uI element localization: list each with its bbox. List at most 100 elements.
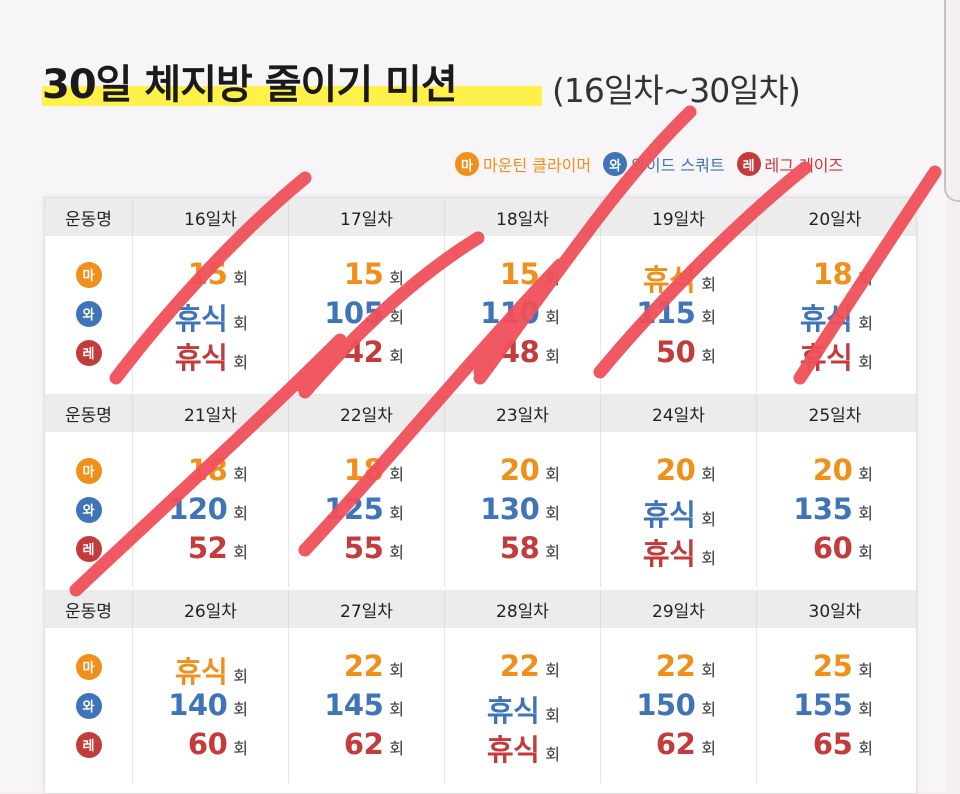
- mountain-reps: 18: [812, 257, 853, 291]
- leg-badge-icon: 레: [75, 731, 102, 758]
- mountain-value-line: 22 회: [601, 649, 756, 684]
- day-header: 18일차: [445, 198, 601, 236]
- mountain-reps: 22: [655, 649, 696, 683]
- mountain-reps: 15: [343, 257, 384, 291]
- reps-unit: 회: [545, 308, 560, 327]
- mountain-reps: 15: [187, 257, 228, 291]
- reps-unit: 회: [233, 667, 248, 686]
- reps-unit: 회: [389, 269, 404, 288]
- reps-unit: 회: [545, 465, 560, 484]
- day-cell: 18 회 125 회 55 회: [289, 432, 445, 587]
- leg-badge-icon: 레: [736, 152, 761, 176]
- mountain-value-line: 22 회: [445, 649, 600, 684]
- reps-unit: 회: [858, 543, 873, 562]
- mountain-badge-icon: 마: [75, 457, 102, 484]
- wide-reps: 휴식: [486, 694, 540, 728]
- legend-label-mountain: 마운틴 클라이머: [483, 156, 592, 175]
- mountain-badge-icon: 마: [75, 261, 102, 288]
- wide-badge-icon: 와: [75, 692, 102, 719]
- wide-value-line: 130 회: [445, 492, 600, 527]
- reps-unit: 회: [858, 465, 873, 484]
- leg-value-line: 휴식 회: [757, 335, 913, 375]
- title-highlight: [42, 86, 542, 106]
- day-cell: 25 회 155 회 65 회: [757, 628, 913, 783]
- wide-reps: 155: [793, 688, 853, 722]
- reps-unit: 회: [233, 269, 248, 288]
- mountain-value-line: 20 회: [601, 453, 756, 488]
- day-cell: 15 회 110 회 48 회: [445, 236, 601, 391]
- wide-badge-icon: 와: [603, 152, 628, 176]
- mountain-value-line: 18 회: [757, 257, 913, 292]
- mountain-value-line: 휴식 회: [601, 257, 756, 297]
- mountain-value-line: 22 회: [289, 649, 444, 684]
- wide-value-line: 145 회: [289, 688, 444, 723]
- reps-unit: 회: [389, 661, 404, 680]
- mountain-reps: 18: [187, 453, 228, 487]
- wide-reps: 120: [168, 492, 228, 526]
- wide-reps: 135: [793, 492, 853, 526]
- day-header: 29일차: [601, 590, 757, 628]
- wide-reps: 130: [480, 492, 540, 526]
- exercise-header-label: 운동명: [45, 590, 133, 628]
- reps-unit: 회: [233, 465, 248, 484]
- mountain-reps: 22: [499, 649, 540, 683]
- exercise-legend: 마 마운틴 클라이머 와 와이드 스쿼트 레 레그 레이즈: [455, 152, 843, 176]
- day-cell: 20 회 휴식 회 휴식 회: [601, 432, 757, 587]
- leg-reps: 60: [812, 531, 853, 565]
- leg-value-line: 55 회: [289, 531, 444, 566]
- day-header: 26일차: [133, 590, 289, 628]
- day-cell: 20 회 135 회 60 회: [757, 432, 913, 587]
- mountain-value-line: 20 회: [445, 453, 600, 488]
- wide-reps: 110: [480, 296, 540, 330]
- leg-value-line: 60 회: [757, 531, 913, 566]
- day-cell: 휴식 회 115 회 50 회: [601, 236, 757, 391]
- mountain-reps: 휴식: [174, 655, 228, 689]
- day-header: 28일차: [445, 590, 601, 628]
- scroll-edge: [944, 0, 960, 202]
- mountain-reps: 20: [812, 453, 853, 487]
- reps-unit: 회: [233, 314, 248, 333]
- wide-badge-icon: 와: [75, 496, 102, 523]
- reps-unit: 회: [389, 700, 404, 719]
- reps-unit: 회: [701, 549, 716, 568]
- wide-value-line: 105 회: [289, 296, 444, 331]
- leg-value-line: 52 회: [133, 531, 288, 566]
- reps-unit: 회: [233, 543, 248, 562]
- leg-value-line: 휴식 회: [133, 335, 288, 375]
- wide-value-line: 110 회: [445, 296, 600, 331]
- reps-unit: 회: [701, 347, 716, 366]
- wide-badge-icon: 와: [75, 300, 102, 327]
- reps-unit: 회: [233, 700, 248, 719]
- wide-value-line: 휴식 회: [445, 688, 600, 728]
- reps-unit: 회: [858, 661, 873, 680]
- reps-unit: 회: [545, 661, 560, 680]
- wide-value-line: 140 회: [133, 688, 288, 723]
- leg-reps: 52: [187, 531, 228, 565]
- reps-unit: 회: [545, 543, 560, 562]
- mountain-badge-icon: 마: [75, 653, 102, 680]
- wide-value-line: 150 회: [601, 688, 756, 723]
- mountain-value-line: 20 회: [757, 453, 913, 488]
- mountain-value-line: 18 회: [289, 453, 444, 488]
- leg-value-line: 42 회: [289, 335, 444, 370]
- day-header: 19일차: [601, 198, 757, 236]
- legend-item-wide: 와 와이드 스쿼트: [603, 152, 725, 176]
- leg-badge-icon: 레: [75, 535, 102, 562]
- reps-unit: 회: [701, 661, 716, 680]
- leg-value-line: 65 회: [757, 727, 913, 762]
- leg-value-line: 50 회: [601, 335, 756, 370]
- mountain-value-line: 15 회: [133, 257, 288, 292]
- reps-unit: 회: [858, 739, 873, 758]
- reps-unit: 회: [701, 275, 716, 294]
- leg-reps: 65: [812, 727, 853, 761]
- week-header-row: 운동명 16일차 17일차 18일차 19일차 20일차: [45, 198, 916, 236]
- leg-value-line: 58 회: [445, 531, 600, 566]
- leg-reps: 58: [499, 531, 540, 565]
- reps-unit: 회: [233, 739, 248, 758]
- day-cell: 20 회 130 회 58 회: [445, 432, 601, 587]
- day-header: 30일차: [808, 601, 862, 622]
- mountain-value-line: 25 회: [757, 649, 913, 684]
- reps-unit: 회: [858, 269, 873, 288]
- reps-unit: 회: [545, 347, 560, 366]
